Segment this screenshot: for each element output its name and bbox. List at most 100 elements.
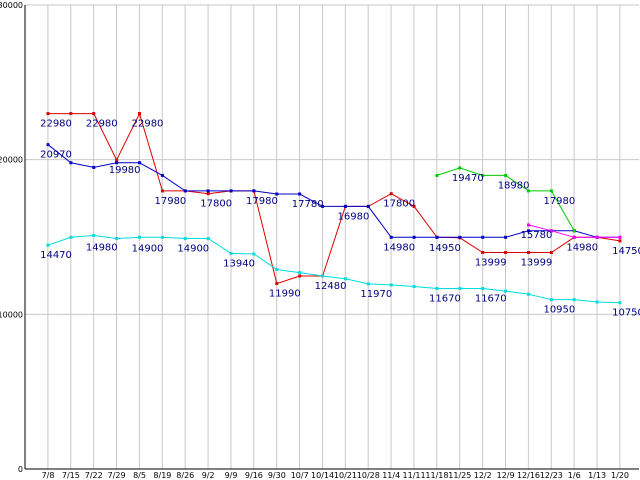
data-label: 19470 xyxy=(452,173,484,184)
data-label: 12480 xyxy=(315,281,347,292)
x-tick-label: 10/21 xyxy=(334,471,357,480)
data-point xyxy=(160,173,164,177)
data-point xyxy=(138,112,142,116)
x-tick-label: 10/14 xyxy=(311,471,334,480)
data-label: 14980 xyxy=(566,242,598,253)
axes xyxy=(24,5,639,470)
data-point xyxy=(321,204,325,208)
data-point xyxy=(618,235,622,239)
x-tick-label: 12/9 xyxy=(497,471,515,480)
data-label: 11670 xyxy=(429,294,461,305)
data-point xyxy=(458,287,462,291)
data-label: 14900 xyxy=(177,244,209,255)
data-label: 10750 xyxy=(612,308,640,319)
data-label: 13999 xyxy=(521,257,553,268)
x-tick-label: 11/4 xyxy=(382,471,400,480)
data-point xyxy=(252,252,256,256)
data-point xyxy=(481,235,485,239)
data-point xyxy=(46,143,50,147)
data-labels: 22980 22980 22980 20970 19980 17980 17800 17980… xyxy=(40,119,640,319)
data-label: 14470 xyxy=(40,250,72,261)
data-point xyxy=(481,250,485,254)
data-point xyxy=(504,235,508,239)
data-point xyxy=(458,235,462,239)
data-point xyxy=(504,289,508,293)
data-point xyxy=(458,166,462,170)
data-point xyxy=(595,300,599,304)
data-point xyxy=(481,173,485,177)
data-label: 16980 xyxy=(338,211,370,222)
data-point xyxy=(206,192,210,196)
data-point xyxy=(298,271,302,275)
data-point xyxy=(526,223,530,227)
data-label: 15780 xyxy=(521,230,553,241)
data-label: 18980 xyxy=(498,180,530,191)
y-axis-ticks: 0 10000 20000 30000 xyxy=(0,1,23,474)
data-label: 17780 xyxy=(292,199,324,210)
series-line-2 xyxy=(47,144,620,238)
x-tick-label: 9/9 xyxy=(225,471,238,480)
x-tick-label: 9/16 xyxy=(245,471,263,480)
series-points xyxy=(46,112,622,305)
data-point xyxy=(275,192,279,196)
data-label: 14950 xyxy=(429,243,461,254)
data-point xyxy=(206,237,210,241)
data-point xyxy=(69,161,73,165)
data-point xyxy=(275,267,279,271)
x-tick-label: 12/2 xyxy=(474,471,492,480)
y-tick-label: 0 xyxy=(18,465,23,474)
x-axis-ticks: 7/8 7/15 7/22 7/29 8/5 8/19 8/26 9/2 9/9 9/16 9/30… xyxy=(42,471,629,480)
data-label: 17980 xyxy=(543,196,575,207)
x-tick-label: 7/22 xyxy=(85,471,103,480)
data-point xyxy=(504,173,508,177)
data-point xyxy=(115,161,119,165)
data-point xyxy=(138,161,142,165)
data-point xyxy=(69,235,73,239)
data-point xyxy=(618,239,622,243)
data-point xyxy=(504,250,508,254)
data-label: 19980 xyxy=(109,165,141,176)
x-tick-label: 8/26 xyxy=(176,471,194,480)
data-label: 17800 xyxy=(200,199,232,210)
data-point xyxy=(92,233,96,237)
data-point xyxy=(229,189,233,193)
x-tick-label: 11/25 xyxy=(448,471,471,480)
data-point xyxy=(389,283,393,287)
data-point xyxy=(366,282,370,286)
data-point xyxy=(343,277,347,281)
data-label: 14750 xyxy=(612,246,640,257)
x-tick-label: 10/7 xyxy=(291,471,309,480)
x-tick-label: 8/5 xyxy=(133,471,146,480)
data-point xyxy=(252,189,256,193)
data-point xyxy=(412,204,416,208)
x-tick-label: 9/2 xyxy=(202,471,215,480)
data-point xyxy=(275,282,279,286)
data-point xyxy=(572,298,576,302)
x-tick-label: 1/13 xyxy=(588,471,606,480)
x-tick-label: 11/11 xyxy=(403,471,426,480)
data-point xyxy=(595,235,599,239)
data-point xyxy=(115,158,119,162)
data-point xyxy=(549,298,553,302)
data-point xyxy=(183,237,187,241)
x-tick-label: 8/19 xyxy=(153,471,171,480)
data-label: 20970 xyxy=(40,150,72,161)
data-point xyxy=(92,165,96,169)
data-point xyxy=(160,189,164,193)
data-point xyxy=(389,235,393,239)
x-tick-label: 10/28 xyxy=(357,471,380,480)
series-line-3 xyxy=(47,234,621,304)
data-point xyxy=(618,301,622,305)
data-point xyxy=(526,229,530,233)
data-point xyxy=(46,112,50,116)
data-label: 13999 xyxy=(475,257,507,268)
data-label: 17980 xyxy=(246,196,278,207)
data-label: 22980 xyxy=(86,119,118,130)
data-point xyxy=(549,189,553,193)
data-label: 13940 xyxy=(223,258,255,269)
data-point xyxy=(526,250,530,254)
y-tick-label: 20000 xyxy=(0,156,23,165)
x-tick-label: 1/20 xyxy=(611,471,629,480)
data-label: 10950 xyxy=(543,305,575,316)
